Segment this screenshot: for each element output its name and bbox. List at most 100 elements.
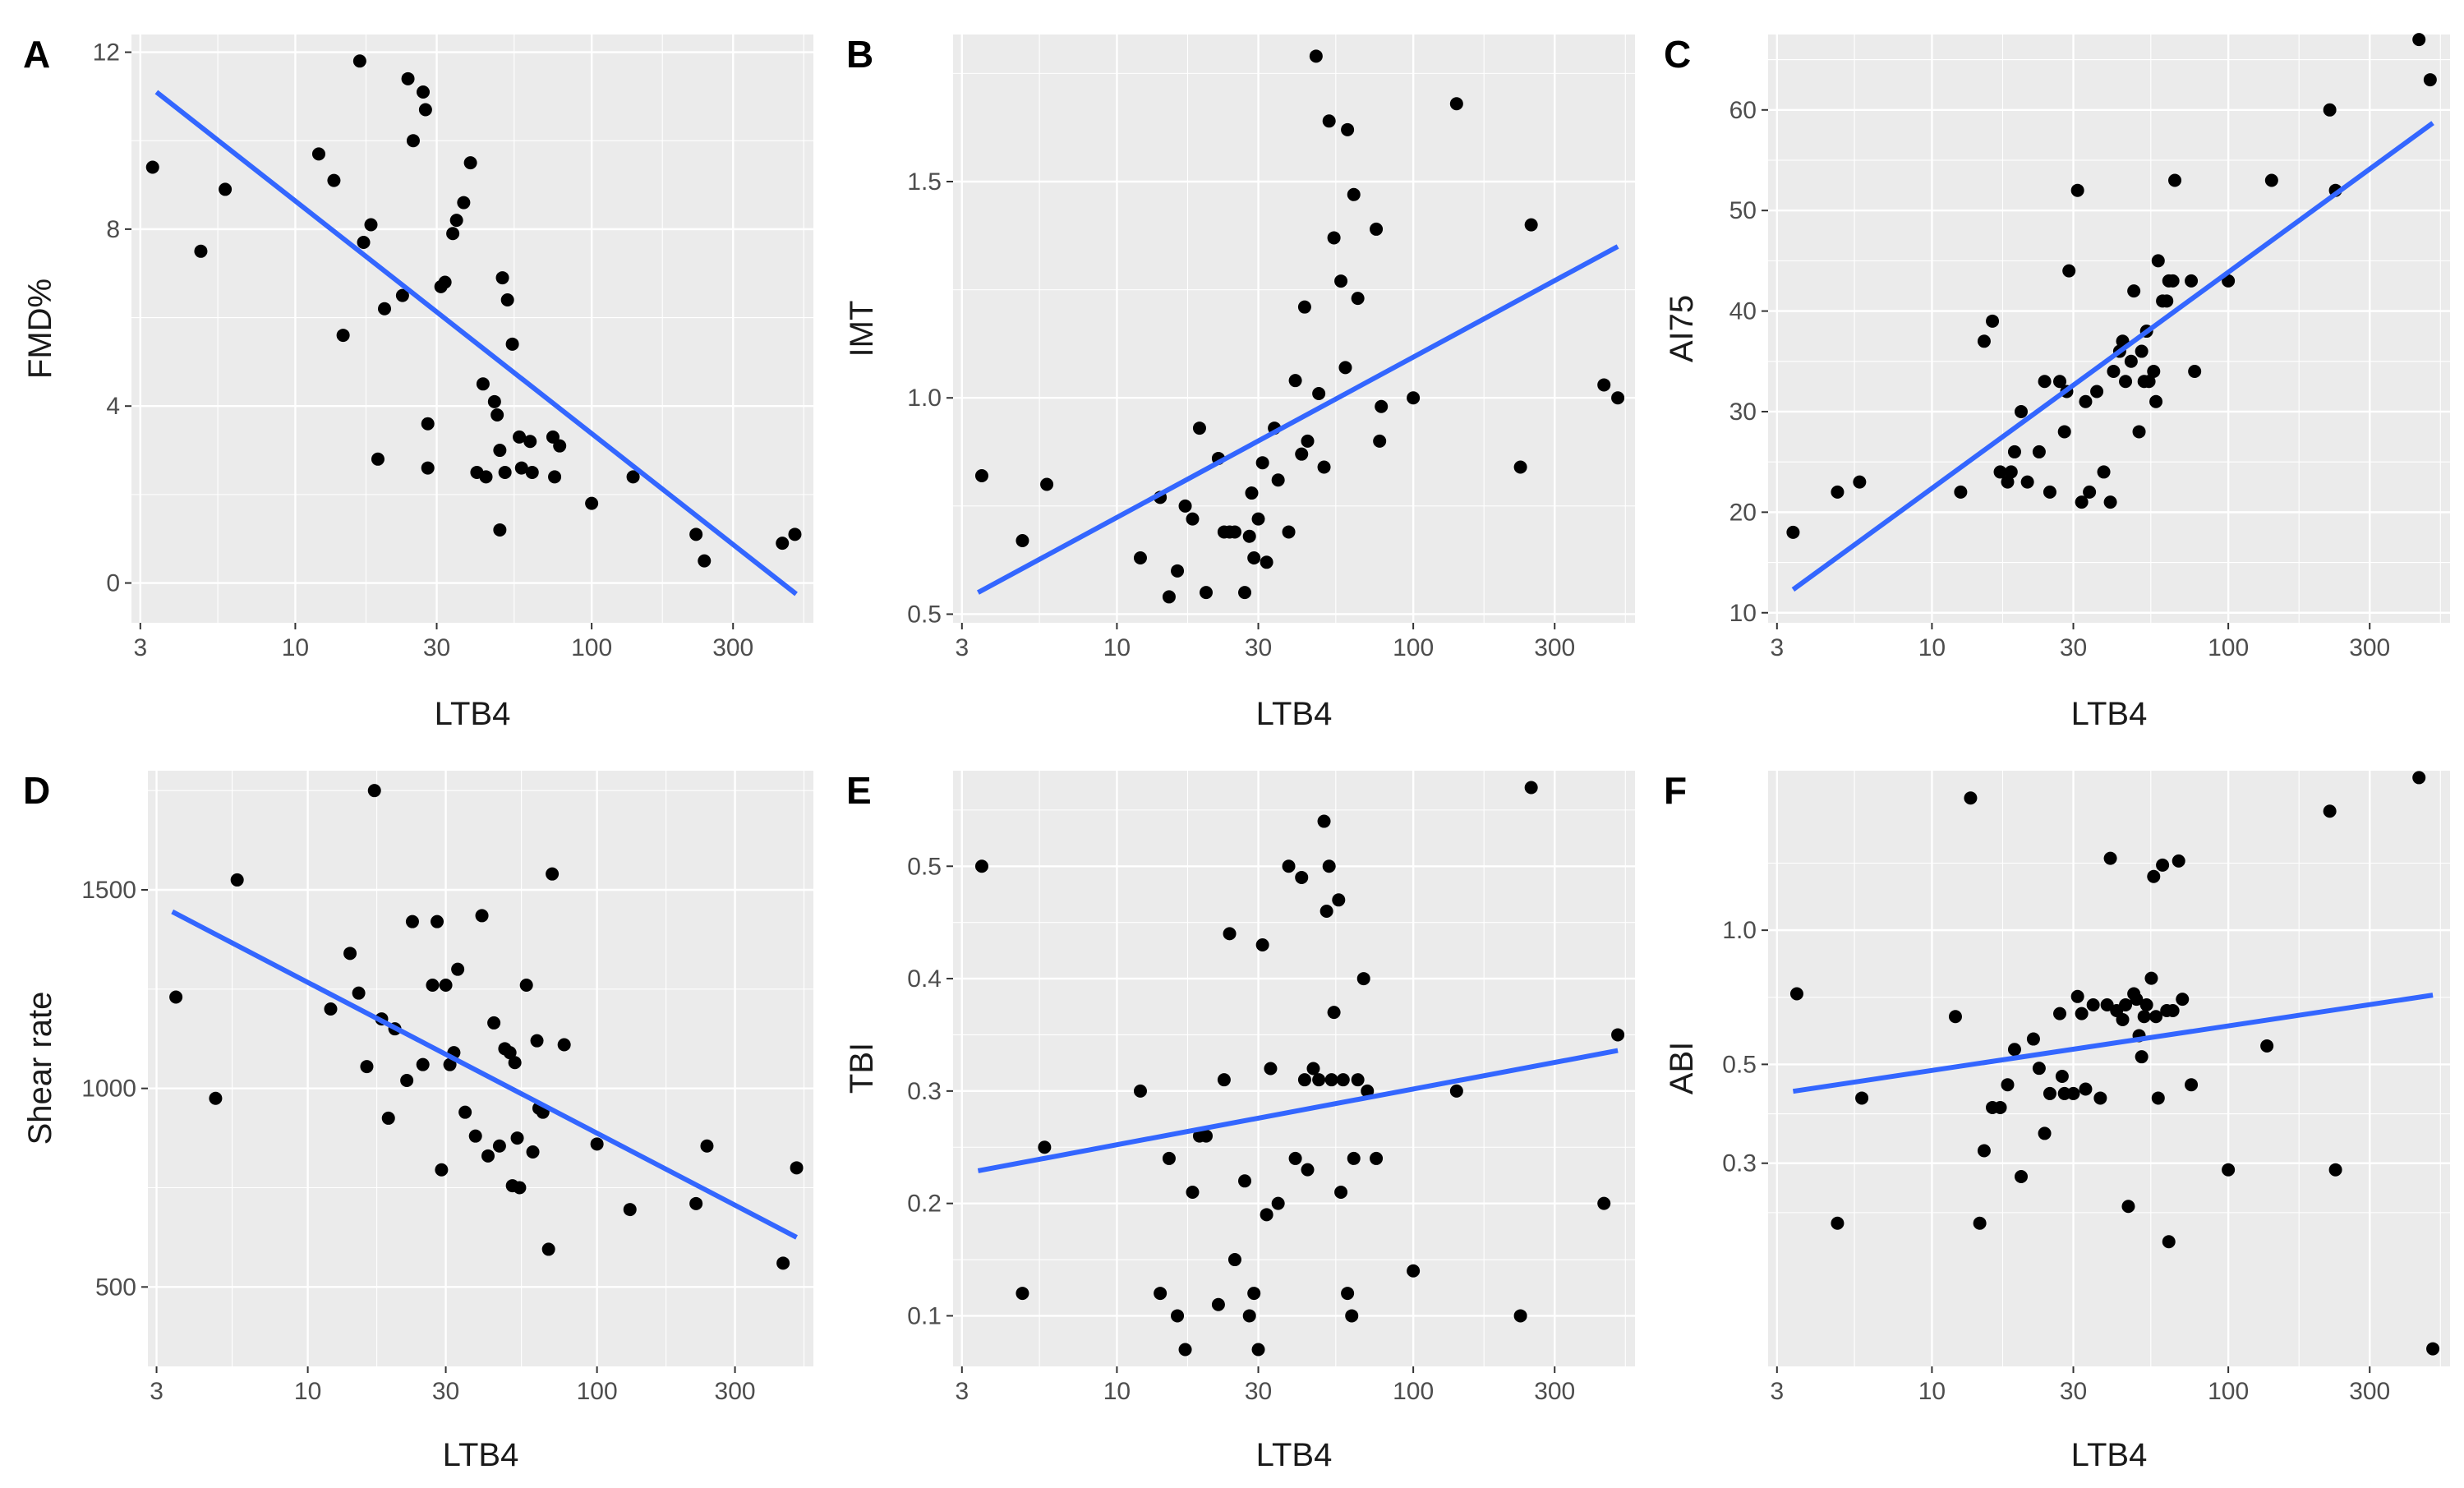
data-point [1347,187,1361,201]
x-tick-label: 3 [955,634,969,661]
data-point [2043,485,2056,499]
data-point [1271,1196,1285,1210]
x-tick-label: 30 [2060,634,2087,661]
panel-d-label: D [23,769,50,812]
data-point [1199,586,1213,600]
x-tick-label: 100 [577,1378,618,1405]
data-point [2004,465,2018,479]
data-point [1186,512,1200,526]
data-point [1361,1084,1375,1098]
panel-f-x-axis-title: LTB4 [2071,1437,2148,1473]
data-point [2149,394,2163,408]
data-point [360,1060,374,1074]
data-point [1312,1073,1326,1087]
data-point [1334,274,1348,288]
data-point [367,784,381,798]
data-point [463,156,477,170]
data-point [1154,1287,1168,1301]
data-point [405,914,419,928]
data-point [2079,1082,2093,1096]
data-point [2176,993,2190,1007]
data-point [557,1038,571,1052]
panel-a: 3 10 30 100 300 0 4 8 12 A LTB4 FMD% [22,33,813,732]
y-tick-label: 1.0 [1722,917,1757,944]
data-point [2423,73,2437,87]
data-point [2116,1012,2130,1026]
data-point [1271,473,1285,487]
y-tick-label: 60 [1729,97,1757,124]
data-point [2168,173,2182,187]
data-point [1040,477,1054,491]
data-point [1186,1185,1200,1199]
data-point [2124,354,2138,368]
data-point [2149,1010,2163,1024]
data-point [1351,292,1365,306]
data-point [2185,1078,2199,1092]
data-point [352,986,366,1000]
data-point [2043,1086,2056,1100]
data-point [2144,971,2158,985]
panel-c-y-axis-title: AI75 [1664,295,1700,362]
y-tick-label: 0 [106,570,120,597]
data-point [541,1242,555,1256]
data-point [500,293,514,307]
x-tick-label: 10 [294,1378,321,1405]
data-point [1016,1287,1029,1301]
data-point [479,470,493,484]
regression-line [1792,993,2434,1094]
data-point [492,1139,506,1153]
data-point [1211,1297,1225,1311]
data-point [490,408,504,422]
data-point [1217,1073,1231,1087]
data-point [514,461,528,475]
data-point [458,1105,472,1119]
data-point [1786,525,1800,539]
data-point [1251,512,1265,526]
panel-b-ticks: 3 10 30 100 300 0.5 1.0 1.5 [907,168,1575,661]
data-point [327,173,341,187]
y-tick-label: 12 [93,39,120,67]
data-point [1171,1309,1185,1323]
data-point [435,1163,449,1177]
x-tick-label: 300 [2349,634,2390,661]
data-point [2166,274,2180,288]
y-tick-label: 50 [1729,197,1757,224]
data-point [1370,1151,1384,1165]
data-point [546,867,560,881]
data-point [1373,434,1387,448]
x-tick-label: 3 [150,1378,163,1405]
data-point [1295,447,1309,461]
data-point [1317,460,1331,474]
data-point [2166,1004,2180,1018]
data-point [1611,391,1625,405]
data-point [2026,1032,2040,1046]
panel-a-marks [145,54,802,597]
data-point [476,377,490,391]
data-point [1954,485,1968,499]
x-tick-label: 10 [1103,634,1131,661]
data-point [788,527,802,541]
data-point [2412,33,2426,47]
data-point [1199,1129,1213,1143]
data-point [371,452,385,466]
x-tick-label: 30 [432,1378,459,1405]
y-tick-label: 1.5 [907,168,942,196]
data-point [1513,1309,1527,1323]
data-point [2001,475,2015,489]
data-point [1309,49,1323,63]
data-point [1295,870,1309,884]
data-point [2014,1169,2028,1183]
data-point [1345,1309,1359,1323]
data-point [2093,1091,2107,1105]
data-point [1948,1010,1962,1024]
panel-d-x-axis-title: LTB4 [443,1437,519,1473]
data-point [2119,997,2133,1011]
data-point [2086,997,2100,1011]
panel-a-gridlines [131,35,813,623]
data-point [1260,1208,1273,1222]
panel-e-marks [974,781,1625,1357]
data-point [1178,1343,1192,1357]
data-point [2412,771,2426,785]
panel-e-label: E [846,769,872,812]
data-point [1162,1151,1176,1165]
